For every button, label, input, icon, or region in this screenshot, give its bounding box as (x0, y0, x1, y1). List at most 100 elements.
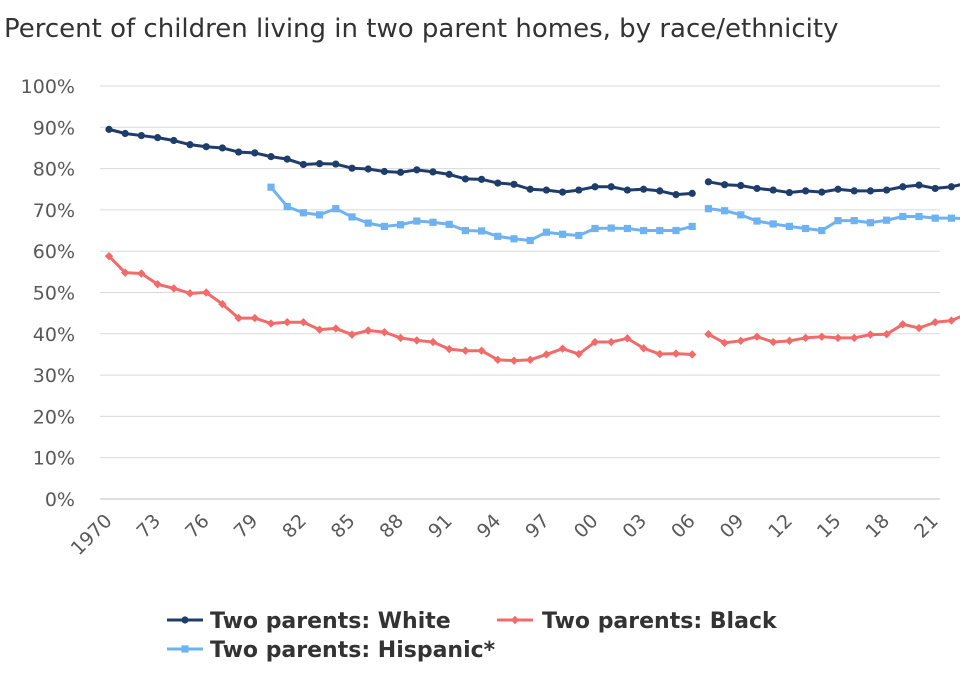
x-tick-label: 03 (618, 510, 651, 543)
data-point-black (574, 349, 583, 359)
data-point-white (494, 179, 502, 187)
data-point-hispanic (704, 205, 712, 213)
gridlines (100, 85, 940, 500)
data-point-hispanic (607, 224, 615, 232)
data-point-black (639, 344, 648, 353)
data-point-white (186, 141, 194, 149)
data-point-hispanic (575, 231, 583, 240)
data-point-black (428, 337, 438, 347)
data-point-black (704, 330, 713, 339)
data-point-white (640, 185, 648, 193)
data-point-black (720, 338, 729, 348)
data-point-white (947, 183, 956, 191)
chart-title: Percent of children living in two parent… (4, 14, 839, 44)
legend-label-black: Two parents: Black (542, 609, 778, 634)
data-point-black (380, 327, 389, 337)
data-point-hispanic (526, 236, 534, 245)
plot-area (104, 125, 960, 365)
data-point-hispanic (818, 226, 826, 235)
data-point-white (915, 181, 923, 189)
data-point-hispanic (267, 183, 275, 191)
data-point-black (769, 337, 778, 347)
data-point-white (267, 153, 275, 161)
x-tick-label: 00 (570, 510, 603, 543)
data-point-black (202, 288, 211, 297)
y-tick-label: 60% (33, 241, 75, 263)
series-black (104, 251, 960, 365)
legend-item-hispanic[interactable]: Two parents: Hispanic* (167, 638, 496, 663)
data-point-hispanic (640, 226, 648, 235)
series-line-white (708, 180, 960, 195)
data-point-white (656, 187, 664, 195)
data-point-white (283, 155, 291, 163)
data-point-black (331, 324, 340, 333)
data-point-black (607, 337, 616, 347)
legend-item-black[interactable]: Two parents: Black (497, 609, 778, 634)
data-point-hispanic (769, 220, 777, 228)
y-tick-label: 50% (33, 283, 75, 305)
data-point-black (153, 280, 162, 289)
data-point-white (883, 186, 891, 194)
x-tick-label: 91 (424, 510, 457, 543)
data-point-black (590, 337, 600, 347)
data-point-white (235, 148, 243, 156)
legend-item-white[interactable]: Two parents: White (167, 609, 451, 634)
data-point-white (802, 187, 810, 195)
data-point-white (785, 188, 794, 197)
data-point-black (299, 318, 308, 327)
data-point-hispanic (883, 216, 891, 224)
data-point-white (461, 175, 469, 183)
series-white (105, 125, 960, 199)
x-tick-label: 94 (473, 510, 506, 543)
data-point-hispanic (461, 226, 469, 235)
data-point-black (137, 269, 146, 278)
legend-marker-white (181, 616, 189, 624)
legend: Two parents: White Two parents: Black Tw… (167, 609, 778, 663)
data-point-white (688, 189, 696, 197)
data-point-white (672, 191, 680, 199)
data-point-black (461, 346, 470, 355)
data-point-black (218, 299, 227, 309)
data-point-hispanic (753, 217, 761, 225)
data-point-black (315, 325, 324, 334)
x-tick-label: 15 (813, 510, 846, 543)
data-point-white (251, 149, 259, 157)
x-tick-label: 85 (327, 510, 360, 543)
data-point-white (607, 183, 615, 191)
data-point-white (105, 125, 113, 133)
data-point-hispanic (397, 221, 405, 229)
data-point-hispanic (429, 218, 437, 226)
x-axis-ticks: 1970 73 76 79 82 85 88 91 94 97 00 03 06 09 12 15 18 21 (67, 510, 943, 560)
y-axis-ticks: 0% 10% 20% 30% 40% 50% 60% 70% 80% 90% 100% (21, 76, 75, 511)
data-point-white (429, 168, 437, 176)
data-point-white (154, 134, 162, 142)
data-point-black (104, 251, 114, 261)
data-point-hispanic (478, 227, 486, 235)
data-point-white (753, 184, 761, 193)
data-point-hispanic (899, 212, 907, 221)
y-tick-label: 40% (33, 324, 75, 346)
data-point-black (412, 336, 421, 345)
data-point-white (704, 178, 713, 186)
data-point-black (169, 284, 178, 293)
data-point-white (445, 170, 453, 178)
data-point-black (185, 289, 195, 298)
legend-marker-hispanic (181, 645, 189, 653)
data-point-black (558, 344, 567, 353)
data-point-black (526, 355, 535, 365)
data-point-hispanic (494, 232, 502, 240)
y-tick-label: 100% (21, 76, 75, 98)
y-tick-label: 70% (33, 200, 75, 222)
data-point-black (785, 336, 794, 346)
data-point-hispanic (380, 222, 388, 231)
data-point-hispanic (510, 235, 518, 243)
data-point-white (218, 144, 226, 152)
data-point-hispanic (785, 222, 793, 231)
data-point-white (866, 187, 875, 195)
data-point-hispanic (299, 209, 307, 217)
data-point-hispanic (721, 207, 729, 215)
data-point-hispanic (947, 214, 955, 222)
y-tick-label: 30% (33, 365, 75, 387)
data-point-white (170, 136, 178, 145)
data-point-black (898, 320, 907, 329)
